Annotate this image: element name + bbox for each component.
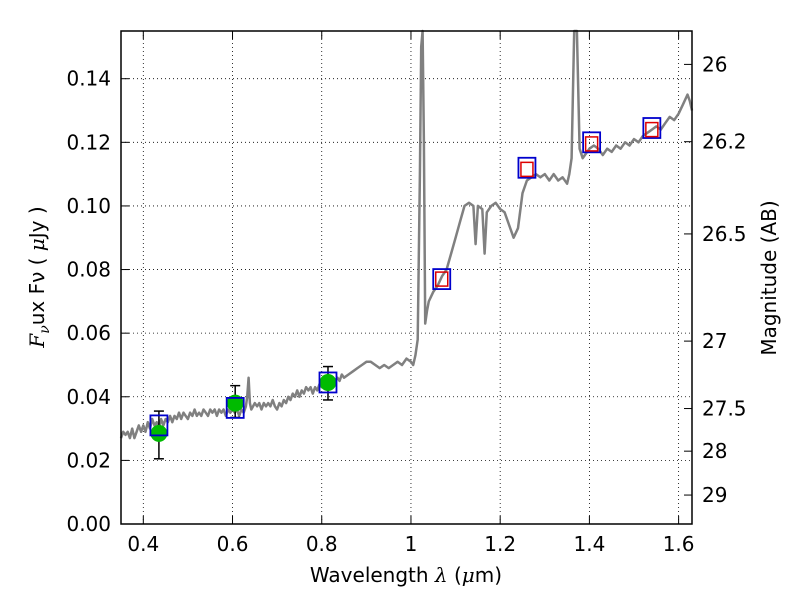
x-tick-label: 0.8 <box>306 532 338 556</box>
y2-tick-label: 26.5 <box>702 222 747 246</box>
y-tick-label: 0.14 <box>66 67 111 91</box>
y2-tick-label: 28 <box>702 439 727 463</box>
x-tick-label: 1.4 <box>573 532 605 556</box>
y-tick-label: 0.00 <box>66 512 111 536</box>
y2-tick-label: 26 <box>702 52 727 76</box>
y2-tick-label: 29 <box>702 483 727 507</box>
spectrum-line <box>119 29 694 440</box>
x-tick-label: 1.6 <box>663 532 695 556</box>
x-tick-label: 1 <box>405 532 418 556</box>
x-tick-label: 1.2 <box>484 532 516 556</box>
y-tick-label: 0.06 <box>66 321 111 345</box>
green-data-point <box>226 394 244 412</box>
blue-square-marker <box>517 156 537 179</box>
blue-square-marker <box>642 117 662 139</box>
y2-axis-label: Magnitude (AB) <box>757 200 781 355</box>
y2-tick-label: 27 <box>702 329 727 353</box>
y2-tick-label: 27.5 <box>702 397 747 421</box>
y-tick-label: 0.02 <box>66 448 111 472</box>
blue-square-marker <box>582 131 602 154</box>
y-axis-label: Fνux Fν ( μJy ) <box>25 206 53 348</box>
red-square-marker <box>520 161 534 178</box>
x-tick-label: 0.4 <box>127 532 159 556</box>
red-square-marker <box>434 271 449 287</box>
x-axis-label: Wavelength λ (μm) <box>310 563 502 587</box>
plot-frame <box>120 30 693 525</box>
y-tick-label: 0.12 <box>66 130 111 154</box>
blue-square-marker <box>225 397 245 419</box>
red-square-marker <box>584 136 599 152</box>
x-tick-label: 0.6 <box>217 532 249 556</box>
grid-lines <box>121 31 692 524</box>
y-tick-label: 0.08 <box>66 258 111 282</box>
tick-layer <box>121 31 692 525</box>
blue-square-marker <box>318 371 338 394</box>
y2-tick-label: 26.2 <box>702 130 747 154</box>
tick-label-layer: 0.4 0.6 0.8 1 1.2 1.4 1.6 0.00 0.02 0.04 0.06 0.08 0… <box>66 52 746 556</box>
green-data-point <box>319 373 337 391</box>
blue-square-marker <box>432 268 452 290</box>
red-square-marker <box>645 121 659 138</box>
spectrum-layer <box>119 29 694 440</box>
y-tick-label: 0.04 <box>66 385 111 409</box>
marker-layer <box>149 117 662 442</box>
blue-square-marker <box>149 414 169 437</box>
y-tick-label: 0.10 <box>66 194 111 218</box>
green-data-point <box>150 424 168 442</box>
